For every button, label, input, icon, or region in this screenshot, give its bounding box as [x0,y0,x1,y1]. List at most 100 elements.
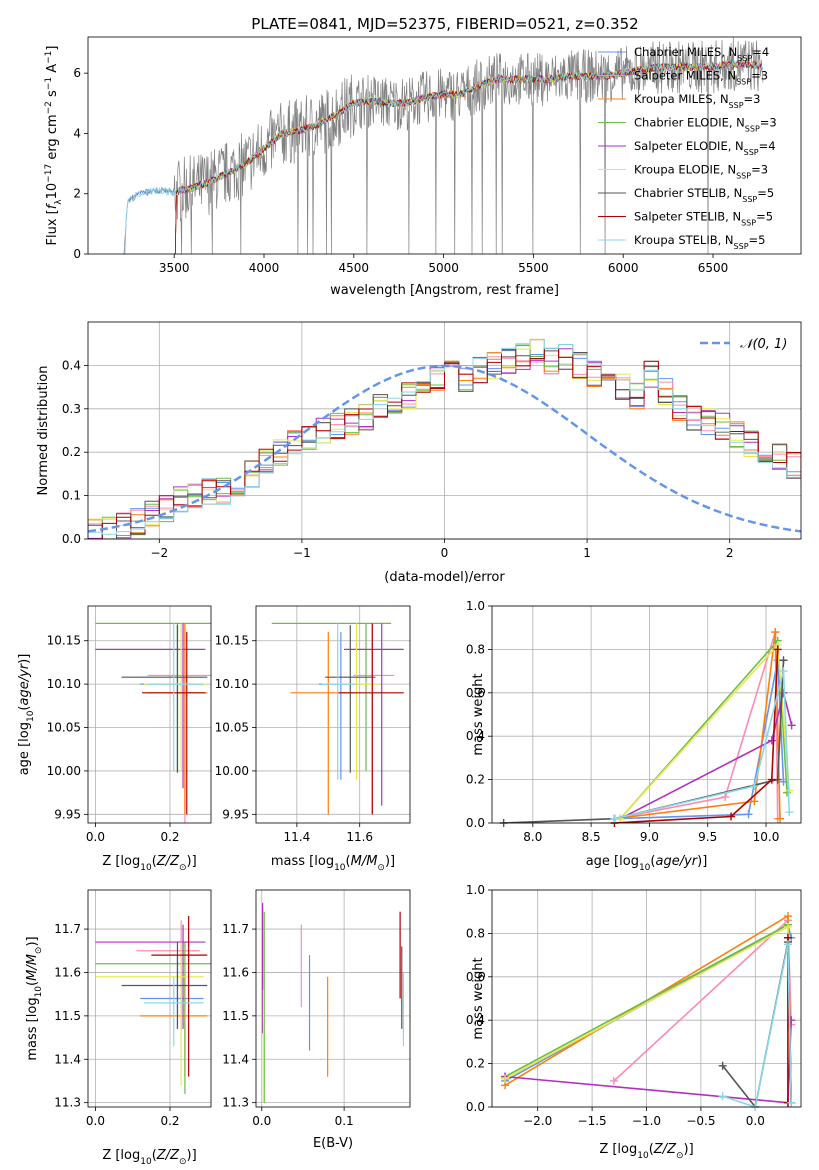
y-tick-label: 0.4 [62,358,81,372]
y-tick-label: 0.4 [466,729,485,743]
label-part: λ [54,199,64,205]
weight-marker [779,667,788,676]
y-tick-label: 10.10 [47,677,81,691]
weight-marker [779,656,788,665]
y-tick-label: 11.6 [54,965,81,979]
y-axis-label: Normed distribution [36,366,51,496]
y-tick-label: 10.00 [47,764,81,778]
x-axis-label: age [log10(age/yr)] [586,854,708,873]
legend-entry: 𝒩(0, 1) [740,337,787,352]
label-part: ⊙ [34,947,44,955]
weight-marker [767,736,776,745]
label-part: 10 [140,863,152,873]
legend-name: Chabrier MILES, N [634,45,737,59]
legend-sub: SSP [741,218,756,227]
legend-count: =5 [749,233,766,247]
x-tick-label: −2.0 [523,1114,552,1128]
x-tick-label: 10.0 [753,830,780,844]
label-part: 10 [334,863,346,873]
y-tick-label: 1.0 [466,599,485,613]
weight-line [504,923,792,1103]
x-axis-label: (data-model)/error [384,570,505,585]
label-part: age/yr [17,662,32,705]
y-tick-label: 1.0 [466,883,485,897]
legend-entry: Salpeter STELIB, NSSP=5 [634,210,773,228]
label-part: ( [650,854,655,869]
weight-marker [718,1061,727,1070]
y-tick-label: 4 [73,126,81,140]
y-axis-label: mass weight [471,957,486,1039]
label-part: ( [649,1142,654,1157]
axes-frame [255,889,411,1108]
label-part: −17 [44,164,54,183]
y-tick-label: 11.7 [222,922,249,936]
y-tick-label: 0.0 [62,532,81,546]
label-part: A [45,64,60,77]
residual-histogram [88,348,801,539]
y-tick-label: 6 [73,66,81,80]
label-part: ( [346,854,351,869]
legend-sub: SSP [736,77,751,86]
label-part: )] [25,936,40,946]
axes-frame [87,889,212,1108]
y-tick-label: 9.95 [54,807,81,821]
y-tick-label: 0.2 [62,445,81,459]
label-part: 10 [639,863,651,873]
label-part: −2 [44,101,54,114]
legend-name: Salpeter STELIB, N [634,210,741,224]
weight-line [614,670,791,820]
label-part: ⊙ [179,1157,187,1167]
legend-name: Kroupa ELODIE, N [634,163,736,177]
label-part: Z/Z [156,1148,180,1163]
legend-sub: SSP [736,171,751,180]
legend-name: Kroupa MILES, N [634,92,729,106]
x-axis-label: Z [log10(Z/Z⊙)] [102,1148,196,1167]
label-part: ( [25,981,40,986]
weight-marker [767,775,776,784]
legend-sub: SSP [745,124,760,133]
x-tick-label: 8.5 [582,830,601,844]
x-tick-label: 0.2 [160,1114,179,1128]
label-part: erg cm [45,114,60,163]
axes-frame [491,605,802,824]
x-tick-label: 0.0 [746,1114,765,1128]
mass_vs_EBV-panel: 0.0 0.1 11.3 11.4 11.5 11.6 11.7 E(B-V) [222,889,411,1151]
weight-marker [787,721,796,730]
label-part: 10 [637,1151,649,1161]
y-tick-label: 0.6 [466,970,485,984]
y-tick-label: 10.00 [215,764,249,778]
axes-frame [87,36,802,255]
legend-count: =3 [751,69,768,83]
legend-count: =5 [757,186,774,200]
label-part: )] [187,1148,197,1163]
weight-marker [718,1092,727,1101]
x-tick-label: 0 [441,546,449,560]
y-tick-label: 11.3 [222,1096,249,1110]
y-tick-label: 0.6 [466,686,485,700]
residual-histogram [88,347,801,539]
age_vs_mass-panel: 11.4 11.6 9.95 10.00 10.05 10.10 10.15 mass [lo… [215,605,411,873]
legend-entry: Salpeter MILES, NSSP=3 [634,69,768,87]
label-part: 10 [45,183,60,200]
weight-marker [773,645,782,654]
weight-marker [785,786,794,795]
x-tick-label: 3500 [159,261,190,275]
legend-entry: Kroupa STELIB, NSSP=5 [634,233,765,251]
y-tick-label: 11.3 [54,1096,81,1110]
label-part: −1 [44,77,54,90]
label-part: Z/Z [156,854,180,869]
weight-marker [750,797,759,806]
label-part: age [log [17,722,32,775]
label-part: mass [log [271,854,334,869]
label-part: ] [45,46,60,51]
residual-histogram [88,356,801,539]
label-part: 10 [140,1157,152,1167]
residual-histogram [88,350,801,539]
axes-frame [87,321,802,540]
label-part: )] [697,854,707,869]
weight_vs_Z-panel: −2.0 −1.5 −1.0 −0.5 0.0 0.0 0.2 0.4 0.6 0.8 1.0 mas… [466,883,802,1161]
x-tick-label: 4000 [249,261,280,275]
label-part: f [45,202,60,209]
y-tick-label: 9.95 [222,807,249,821]
